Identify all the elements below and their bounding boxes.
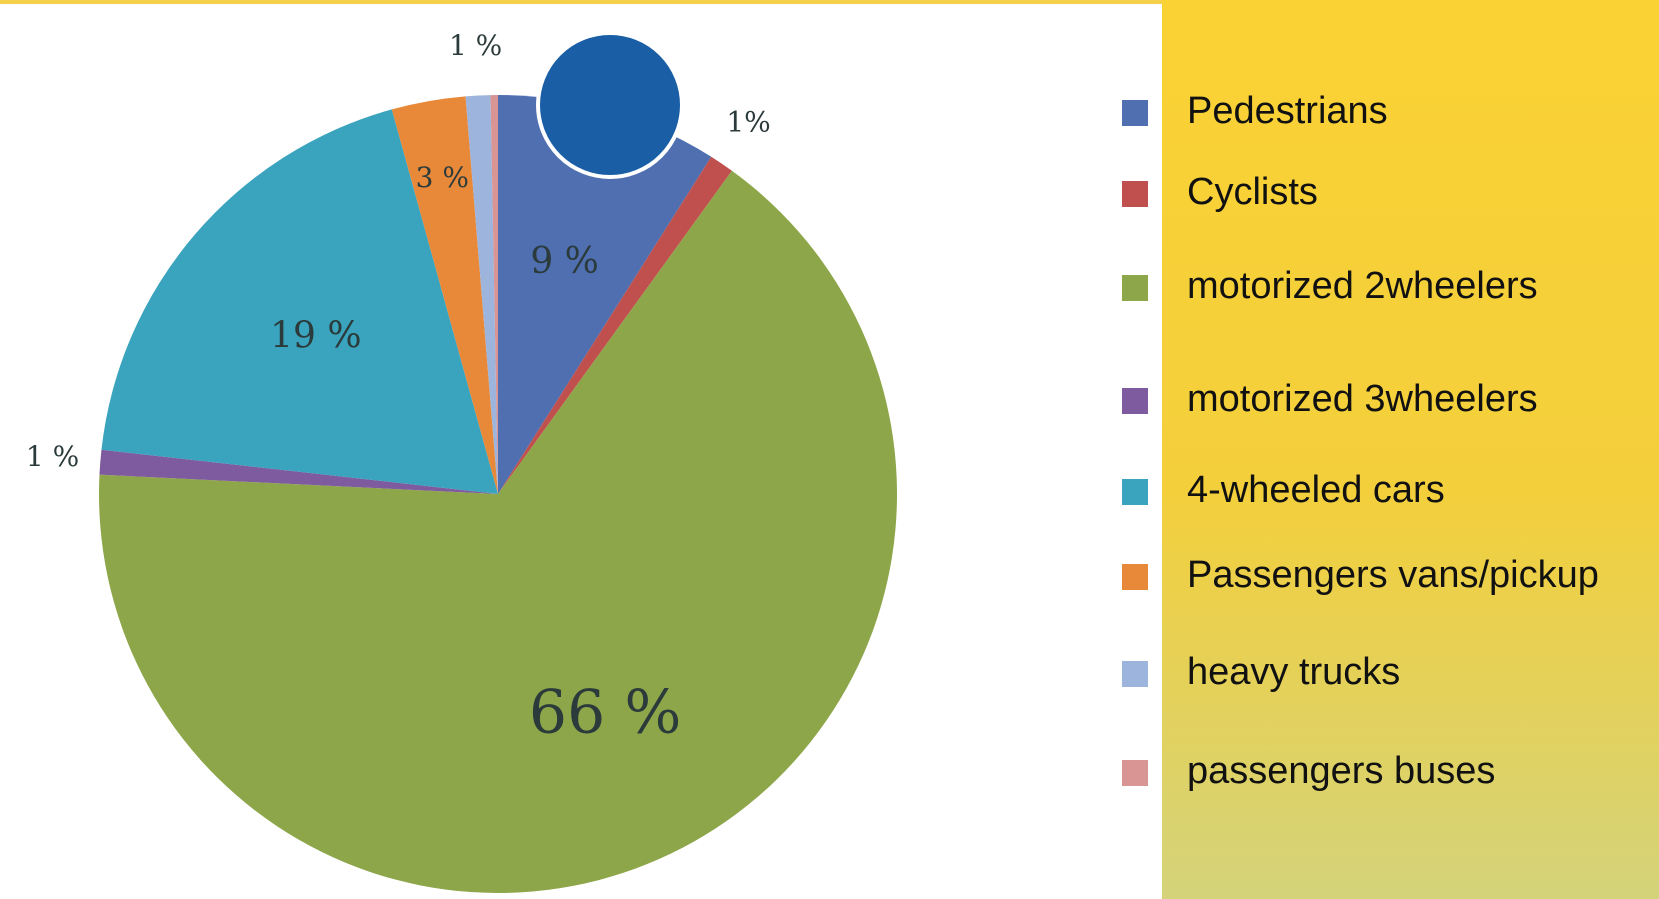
top-strip: [0, 0, 1659, 4]
value-label: 19 %: [270, 316, 361, 357]
legend-label: motorized 2wheelers: [1187, 265, 1538, 307]
value-label: 66 %: [529, 678, 681, 748]
pie-slice: [391, 96, 498, 494]
legend: Pedestrians Cyclists motorized 2wheelers mo…: [1122, 90, 1599, 792]
legend-label: motorized 3wheelers: [1187, 378, 1538, 420]
legend-swatch: [1122, 388, 1148, 414]
legend-swatch: [1122, 564, 1148, 590]
legend-swatch: [1122, 479, 1148, 505]
legend-label: Pedestrians: [1187, 90, 1388, 132]
legend-swatch: [1122, 661, 1148, 687]
pie-slice: [101, 109, 498, 495]
pie: 9 % 1% 66 % 1 % 19 % 3 % 1 %: [26, 29, 897, 894]
legend-label: Cyclists: [1187, 171, 1318, 213]
pie-slice: [465, 95, 498, 494]
pie-slice: [490, 95, 498, 494]
value-label: 1%: [726, 105, 770, 138]
pie-slice: [498, 156, 732, 495]
legend-swatch: [1122, 181, 1148, 207]
legend-label: passengers buses: [1187, 750, 1495, 792]
legend-panel: [1162, 0, 1659, 899]
value-label: 9 %: [530, 241, 599, 282]
pedestrian-icon: [536, 31, 684, 179]
value-label: 1 %: [449, 29, 502, 62]
value-label: 1 %: [26, 440, 79, 473]
pie-slice: [498, 95, 712, 494]
pie-slice: [99, 449, 499, 494]
legend-label: 4-wheeled cars: [1187, 469, 1445, 511]
legend-label: heavy trucks: [1187, 651, 1400, 693]
legend-swatch: [1122, 760, 1148, 786]
legend-swatch: [1122, 275, 1148, 301]
legend-label: Passengers vans/pickup: [1187, 554, 1599, 596]
value-label: 3 %: [416, 161, 469, 194]
pie-slice: [99, 170, 897, 894]
legend-swatch: [1122, 100, 1148, 126]
